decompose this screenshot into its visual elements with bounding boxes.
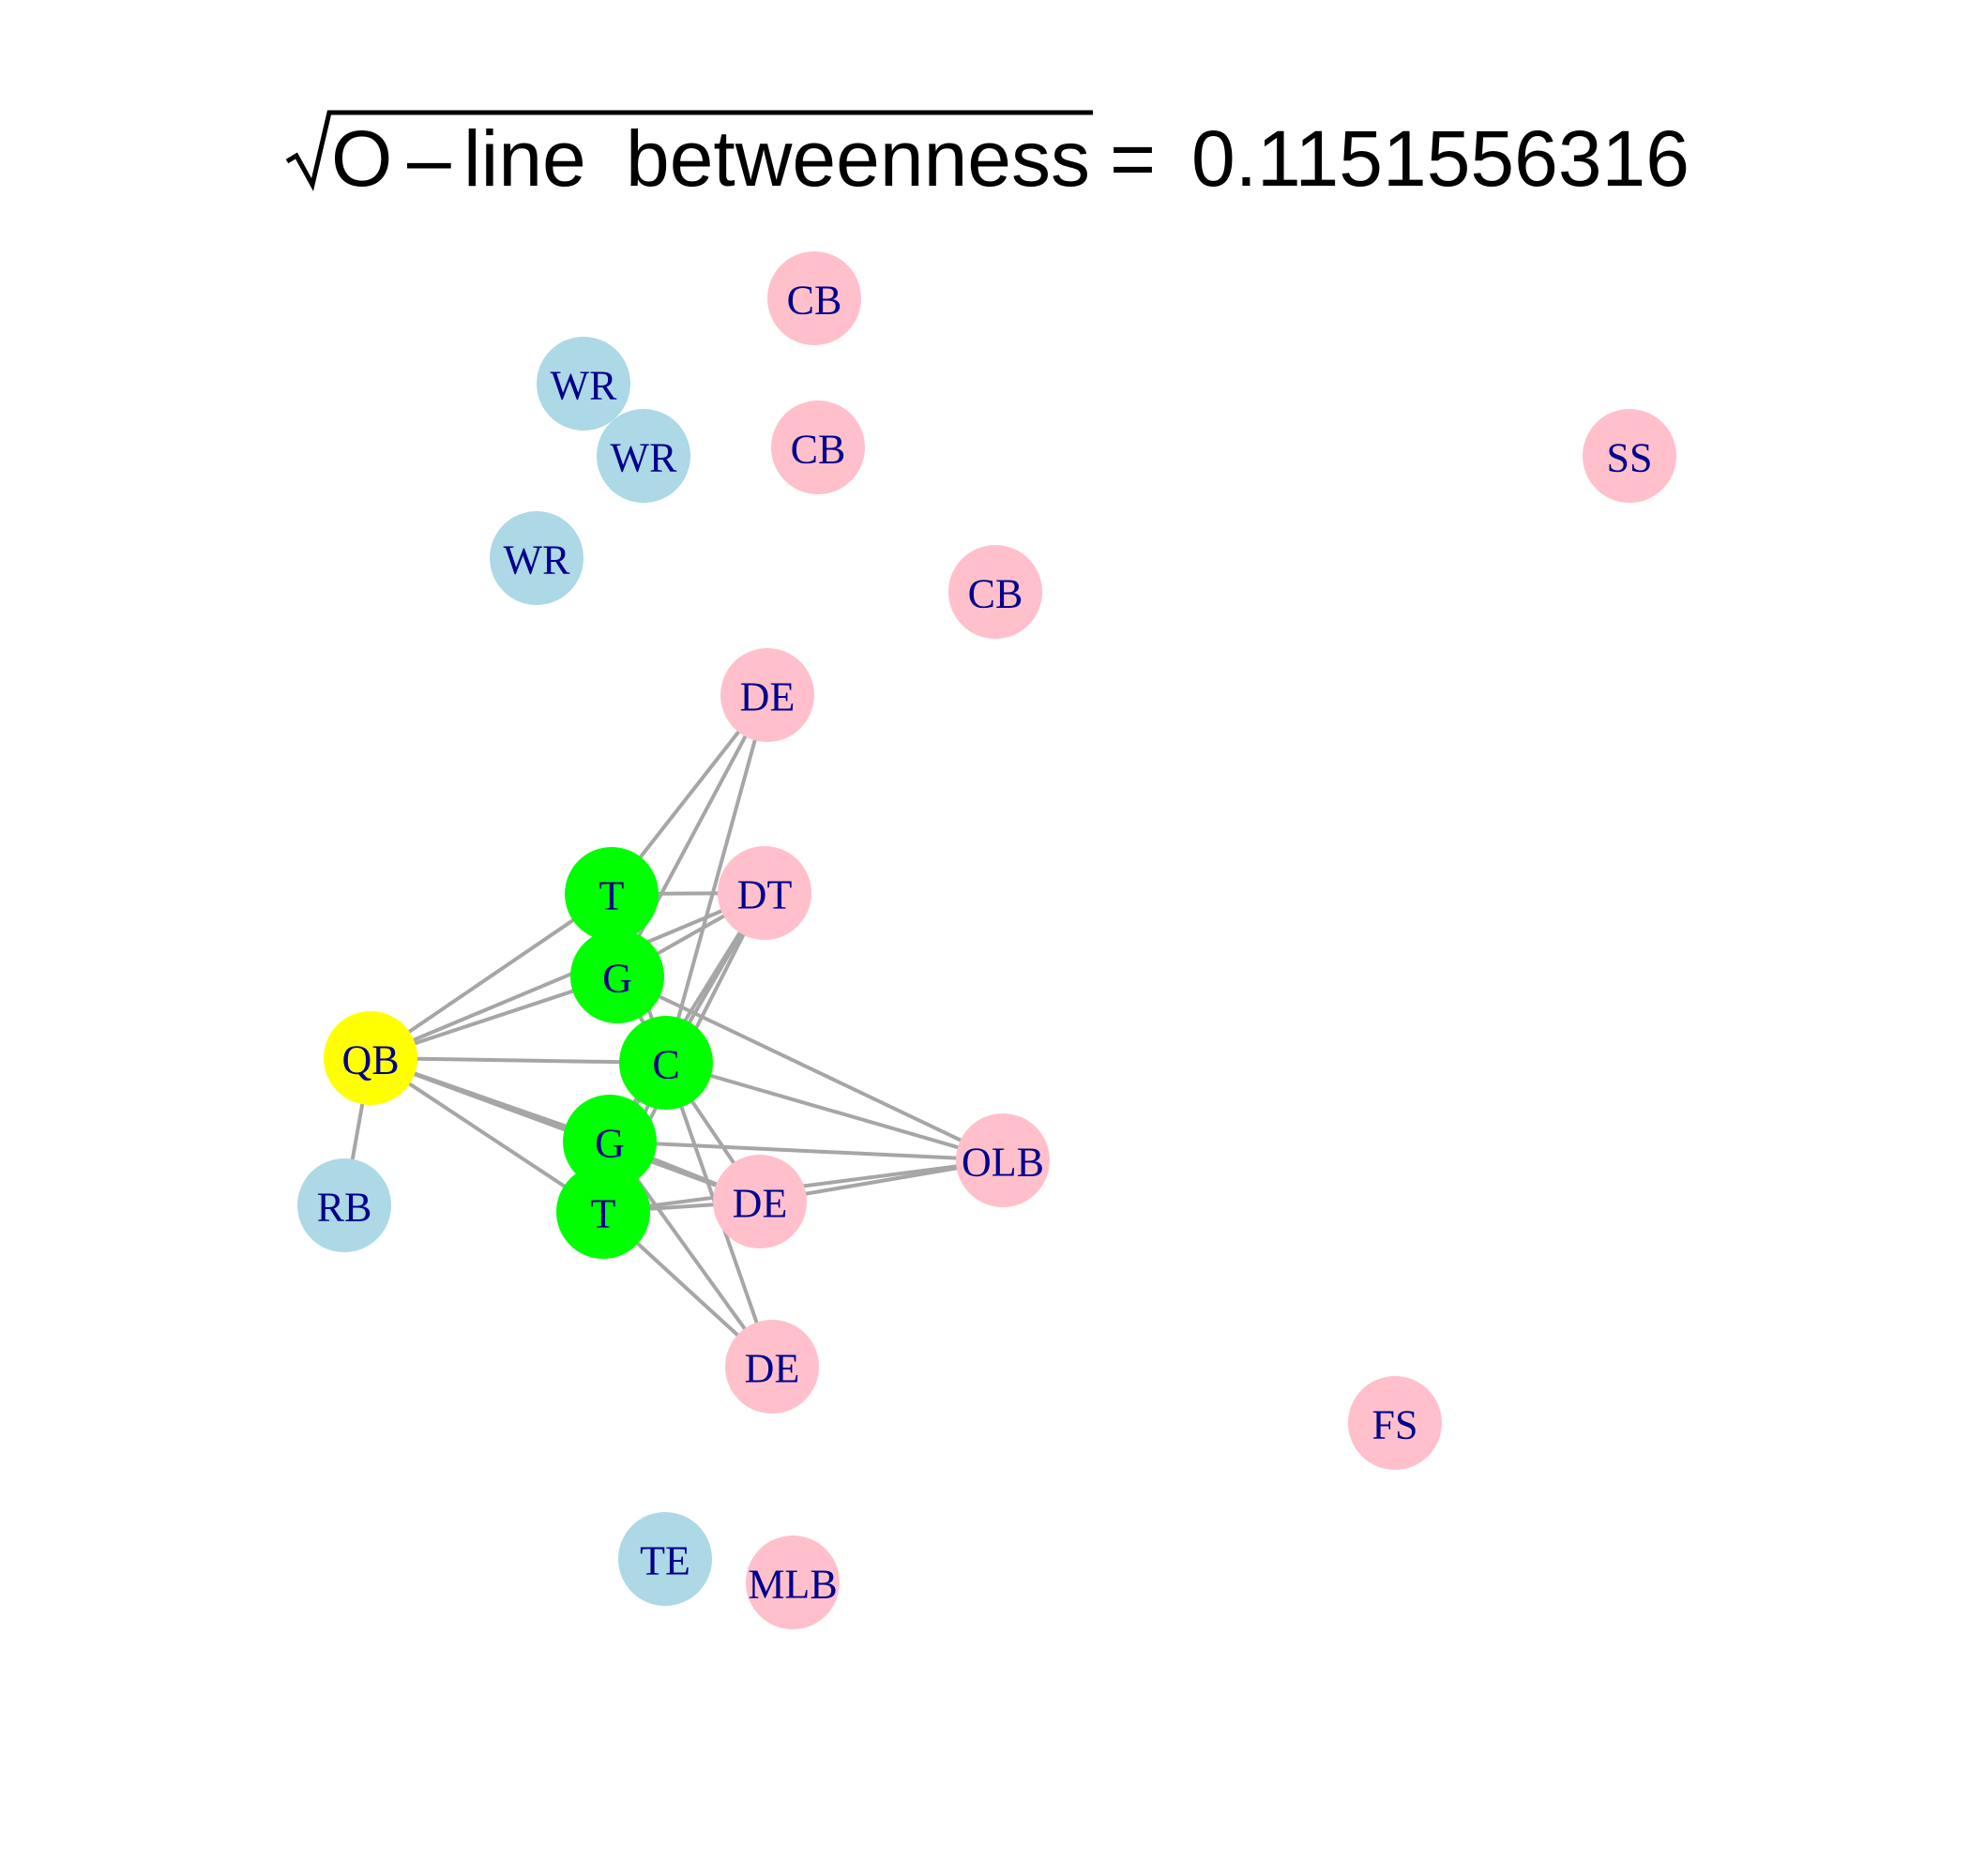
node-te: TE	[618, 1512, 712, 1606]
node-label-te: TE	[640, 1538, 690, 1584]
node-cb1: CB	[767, 251, 861, 345]
node-circle-g2	[563, 1095, 657, 1188]
edge-qb-dt	[370, 891, 765, 1060]
node-circle-rb	[297, 1158, 391, 1252]
node-circle-de3	[725, 1320, 819, 1414]
diagram-title: O – line betweenness = 0.1151556316	[285, 110, 1690, 203]
node-circle-cb3	[948, 545, 1042, 639]
title-value: 0.1151556316	[1191, 114, 1690, 203]
title-radicand: O	[331, 114, 392, 203]
title-word-line: line	[463, 114, 586, 203]
edge-de1-g1	[615, 694, 769, 977]
node-dt: DT	[718, 846, 811, 940]
node-label-qb: QB	[341, 1037, 399, 1083]
node-qb: QB	[324, 1011, 417, 1105]
node-de1: DE	[720, 648, 814, 742]
edge-de1-c	[664, 694, 769, 1064]
node-de3: DE	[725, 1320, 819, 1414]
edge-qb-t1	[369, 892, 614, 1060]
node-label-c: C	[652, 1042, 679, 1088]
title-word-betweenness: betweenness	[626, 114, 1090, 203]
title-equals: =	[1110, 114, 1156, 203]
node-circle-wr2	[597, 409, 690, 503]
node-circle-c	[619, 1016, 713, 1110]
node-de2: DE	[713, 1155, 807, 1248]
node-label-t1: T	[599, 873, 625, 919]
node-layer: CB WR WR CB SS WR CB DE T DT G QB C OLB G RB DE T DE FS TE ML…	[297, 251, 1676, 1629]
node-olb: OLB	[956, 1113, 1050, 1207]
edge-dt-g2	[608, 891, 766, 1143]
node-label-rb: RB	[317, 1185, 372, 1231]
node-circle-olb	[956, 1113, 1050, 1207]
node-mlb: MLB	[746, 1536, 840, 1629]
node-circle-wr1	[537, 337, 630, 431]
node-wr2: WR	[597, 409, 690, 503]
node-label-cb1: CB	[787, 278, 842, 324]
node-circle-de2	[713, 1155, 807, 1248]
node-circle-t1	[565, 847, 659, 941]
node-label-g2: G	[595, 1121, 625, 1167]
node-cb3: CB	[948, 545, 1042, 639]
node-c: C	[619, 1016, 713, 1110]
node-label-wr3: WR	[504, 537, 571, 583]
node-t2: T	[556, 1165, 650, 1259]
node-ss: SS	[1583, 409, 1676, 503]
node-label-de3: DE	[745, 1346, 800, 1392]
node-wr3: WR	[490, 511, 583, 605]
edge-olb-c	[665, 1061, 1004, 1162]
node-t1: T	[565, 847, 659, 941]
node-label-de2: DE	[733, 1181, 788, 1227]
node-circle-wr3	[490, 511, 583, 605]
node-circle-mlb	[746, 1536, 840, 1629]
node-label-cb3: CB	[968, 571, 1023, 617]
edge-olb-g2	[609, 1140, 1004, 1162]
node-wr1: WR	[537, 337, 630, 431]
node-label-wr1: WR	[551, 363, 618, 409]
node-fs: FS	[1348, 1376, 1442, 1470]
node-circle-qb	[324, 1011, 417, 1105]
node-g2: G	[563, 1095, 657, 1188]
node-circle-te	[618, 1512, 712, 1606]
node-label-t2: T	[591, 1191, 616, 1237]
node-circle-cb2	[771, 401, 865, 494]
title-minus: –	[407, 114, 451, 203]
node-circle-cb1	[767, 251, 861, 345]
edge-qb-c	[370, 1056, 667, 1065]
node-label-de1: DE	[740, 674, 796, 720]
node-circle-t2	[556, 1165, 650, 1259]
node-label-cb2: CB	[791, 427, 846, 473]
node-label-wr2: WR	[611, 435, 678, 481]
node-label-fs: FS	[1372, 1402, 1418, 1448]
node-circle-ss	[1583, 409, 1676, 503]
node-circle-de1	[720, 648, 814, 742]
sqrt-symbol	[285, 110, 1093, 191]
node-label-olb: OLB	[962, 1140, 1044, 1186]
node-label-g1: G	[602, 956, 632, 1002]
node-label-mlb: MLB	[748, 1562, 837, 1608]
edge-olb-g1	[616, 975, 1004, 1162]
node-cb2: CB	[771, 401, 865, 494]
node-label-ss: SS	[1607, 435, 1653, 481]
node-circle-g1	[570, 930, 664, 1023]
node-circle-dt	[718, 846, 811, 940]
node-rb: RB	[297, 1158, 391, 1252]
node-g1: G	[570, 930, 664, 1023]
node-circle-fs	[1348, 1376, 1442, 1470]
node-label-dt: DT	[737, 872, 793, 918]
